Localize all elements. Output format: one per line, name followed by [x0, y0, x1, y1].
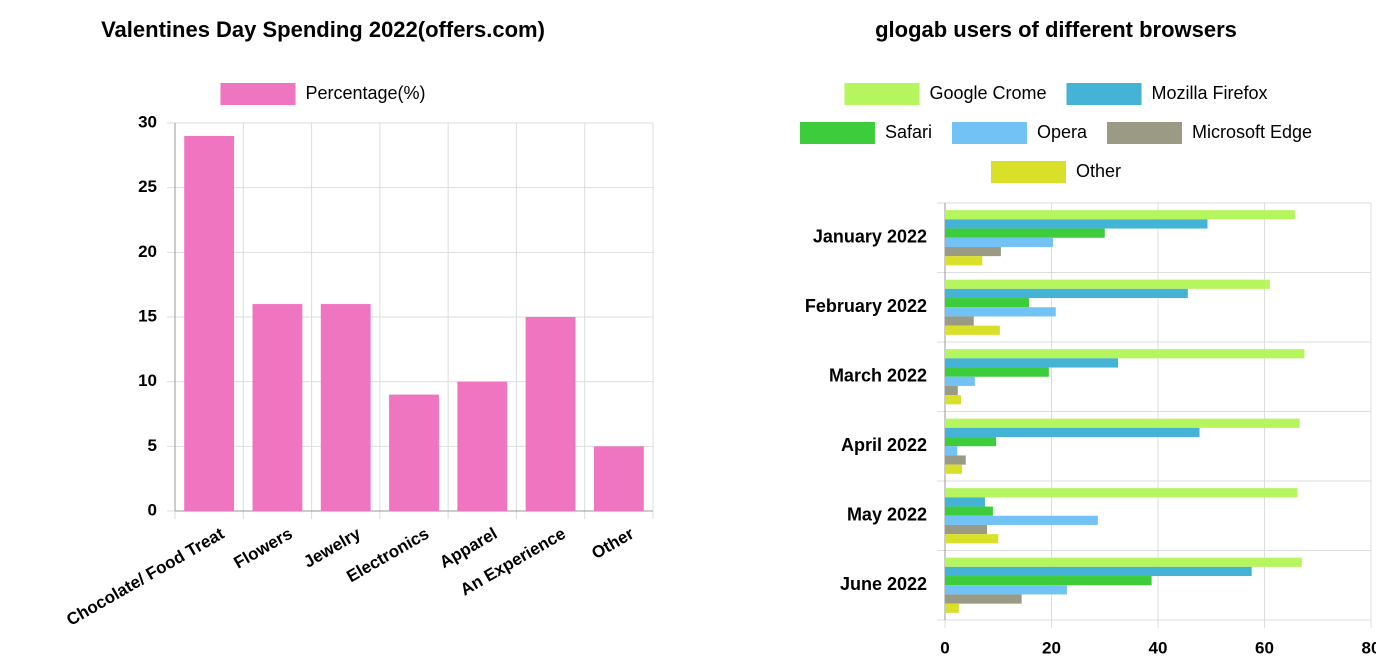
bar — [945, 279, 1270, 289]
y-tick-label: 15 — [138, 306, 157, 325]
bar — [945, 557, 1302, 567]
y-tick-label: 5 — [148, 436, 157, 455]
bar — [945, 418, 1300, 428]
bar — [945, 298, 1030, 308]
y-tick-label: February 2022 — [805, 296, 927, 316]
legend-swatch — [1107, 122, 1182, 144]
bar — [945, 576, 1152, 586]
bar — [945, 395, 961, 405]
chart-title: glogab users of different browsers — [875, 17, 1237, 42]
bar — [389, 394, 439, 511]
y-tick-label: 10 — [138, 371, 157, 390]
bar — [945, 237, 1054, 247]
bar — [945, 524, 988, 535]
x-tick-label: 0 — [940, 638, 949, 657]
x-tick-label: 80 — [1362, 638, 1376, 657]
bar — [945, 437, 997, 447]
legend-swatch — [799, 122, 875, 144]
x-tick-label: Other — [588, 524, 637, 563]
bar — [945, 349, 1305, 359]
x-tick-label: 40 — [1149, 638, 1168, 657]
bar — [945, 497, 985, 507]
legend-label: Percentage(%) — [305, 83, 425, 103]
x-tick-label: Flowers — [231, 524, 296, 573]
bar — [945, 566, 1252, 577]
y-tick-label: May 2022 — [847, 505, 927, 525]
bar — [945, 246, 1001, 257]
y-tick-label: 25 — [138, 177, 157, 196]
bar — [945, 488, 1298, 498]
legend-label: Safari — [885, 122, 932, 142]
legend-swatch — [220, 83, 296, 105]
bar — [945, 385, 958, 396]
legend-swatch — [951, 122, 1027, 144]
bar — [945, 219, 1208, 229]
bar — [945, 603, 959, 613]
bar — [945, 210, 1295, 220]
bar — [252, 304, 303, 511]
y-tick-label: April 2022 — [841, 435, 927, 455]
legend-label: Google Crome — [929, 83, 1046, 103]
bar — [457, 381, 508, 511]
bar — [945, 256, 983, 266]
legend-label: Mozilla Firefox — [1152, 83, 1268, 103]
bar — [945, 376, 975, 386]
bar — [945, 464, 963, 474]
bar — [945, 455, 966, 465]
bar — [320, 304, 371, 511]
y-tick-label: January 2022 — [813, 227, 927, 247]
x-tick-label: 20 — [1042, 638, 1061, 657]
bar — [593, 446, 644, 511]
bar — [945, 228, 1105, 238]
bar — [525, 317, 576, 511]
x-tick-label: 60 — [1255, 638, 1274, 657]
y-tick-label: June 2022 — [840, 574, 927, 594]
bar — [945, 325, 1000, 335]
bar — [945, 307, 1056, 317]
bar — [945, 585, 1067, 595]
legend-swatch — [1066, 83, 1142, 105]
legend-label: Other — [1076, 161, 1121, 181]
bar — [945, 367, 1049, 377]
bar — [945, 358, 1119, 368]
bar — [945, 594, 1022, 604]
legend-label: Opera — [1037, 122, 1088, 142]
bar — [945, 506, 993, 516]
bar — [184, 135, 235, 511]
y-tick-label: 0 — [148, 500, 157, 519]
chart-title: Valentines Day Spending 2022(offers.com) — [101, 17, 545, 42]
y-tick-label: 30 — [138, 112, 157, 131]
bar — [945, 427, 1200, 438]
bar — [945, 534, 999, 544]
bar — [945, 316, 974, 326]
x-tick-label: Chocolate/ Food Treat — [63, 524, 227, 630]
bar — [945, 288, 1188, 299]
legend-swatch — [990, 161, 1066, 183]
legend-swatch — [844, 83, 920, 105]
bar — [945, 446, 958, 456]
y-tick-label: March 2022 — [829, 366, 927, 386]
y-tick-label: 20 — [138, 242, 157, 261]
bar — [945, 515, 1098, 525]
legend-label: Microsoft Edge — [1192, 122, 1312, 142]
